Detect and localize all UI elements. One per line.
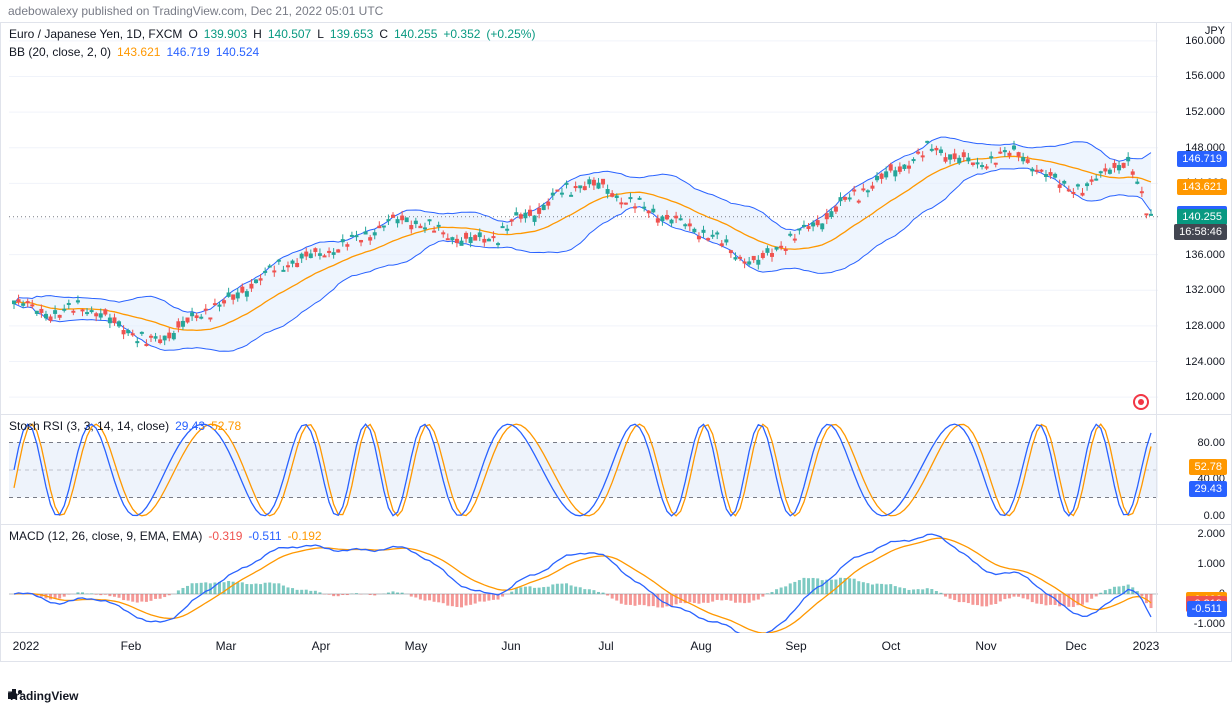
macd-legend: MACD (12, 26, close, 9, EMA, EMA) -0.319…	[9, 529, 322, 543]
y-tick-label: 136.000	[1185, 249, 1225, 261]
price-tag: 143.621	[1177, 179, 1227, 195]
stoch-legend: Stoch RSI (3, 3, 14, 14, close) 29.43 52…	[9, 419, 241, 433]
ohlc-c-label: C	[379, 27, 388, 41]
y-tick-label: 2.000	[1197, 528, 1225, 540]
stoch-d: 52.78	[211, 419, 241, 433]
y-tick-label: 1.000	[1197, 558, 1225, 570]
ohlc-l: 139.653	[330, 27, 373, 41]
price-tag: -0.511	[1187, 601, 1227, 617]
record-indicator-icon	[1133, 394, 1149, 410]
x-tick-label: Nov	[975, 639, 996, 653]
y-tick-label: 0.00	[1204, 510, 1225, 522]
y-tick-label: 152.000	[1185, 106, 1225, 118]
bb-lower: 140.524	[216, 45, 259, 59]
x-tick-label: Jul	[598, 639, 613, 653]
tradingview-logo-icon	[8, 689, 22, 703]
main-legend: Euro / Japanese Yen, 1D, FXCM O 139.903 …	[9, 27, 535, 41]
main-y-axis[interactable]: JPY 160.000156.000152.000148.000144.0001…	[1156, 23, 1231, 414]
x-tick-label: Aug	[690, 639, 711, 653]
stoch-k: 29.43	[175, 419, 205, 433]
y-tick-label: 132.000	[1185, 284, 1225, 296]
main-price-panel[interactable]: Euro / Japanese Yen, 1D, FXCM O 139.903 …	[1, 23, 1231, 415]
y-tick-label: -1.000	[1194, 618, 1225, 630]
y-tick-label: 128.000	[1185, 320, 1225, 332]
x-tick-label: Sep	[785, 639, 806, 653]
ohlc-l-label: L	[317, 27, 324, 41]
macd-val: -0.319	[208, 529, 242, 543]
x-tick-label: Oct	[882, 639, 901, 653]
ohlc-change: +0.352	[443, 27, 480, 41]
bb-label: BB (20, close, 2, 0)	[9, 45, 111, 59]
stoch-y-axis[interactable]: 80.0040.000.00 52.7829.43	[1156, 415, 1231, 524]
y-tick-label: 124.000	[1185, 356, 1225, 368]
bb-legend: BB (20, close, 2, 0) 143.621 146.719 140…	[9, 45, 259, 59]
price-tag: 52.78	[1189, 459, 1227, 475]
price-tag: 140.255	[1177, 209, 1227, 225]
x-tick-label: Dec	[1065, 639, 1086, 653]
x-tick-label: 2023	[1133, 639, 1160, 653]
macd-label: MACD (12, 26, close, 9, EMA, EMA)	[9, 529, 202, 543]
x-tick-label: Jun	[501, 639, 520, 653]
attribution-text: adebowalexy published on TradingView.com…	[8, 4, 383, 18]
macd-hist-val: -0.192	[288, 529, 322, 543]
price-tag: 146.719	[1177, 151, 1227, 167]
x-tick-label: Mar	[216, 639, 237, 653]
price-tag: 29.43	[1189, 481, 1227, 497]
y-tick-label: 160.000	[1185, 35, 1225, 47]
attribution-header: adebowalexy published on TradingView.com…	[0, 0, 1232, 22]
ohlc-change-pct: (+0.25%)	[486, 27, 535, 41]
chart-container: Euro / Japanese Yen, 1D, FXCM O 139.903 …	[0, 22, 1232, 662]
x-tick-label: Feb	[121, 639, 142, 653]
macd-y-axis[interactable]: 2.0001.0000-1.000 -0.192-0.319-0.511	[1156, 525, 1231, 632]
y-tick-label: 80.00	[1197, 437, 1225, 449]
macd-panel[interactable]: MACD (12, 26, close, 9, EMA, EMA) -0.319…	[1, 525, 1231, 633]
ohlc-h-label: H	[253, 27, 262, 41]
macd-signal-val: -0.511	[248, 529, 281, 543]
ohlc-c: 140.255	[394, 27, 437, 41]
y-tick-label: 156.000	[1185, 70, 1225, 82]
main-chart-svg	[9, 23, 1158, 415]
x-tick-label: Apr	[312, 639, 331, 653]
bb-mid: 143.621	[117, 45, 160, 59]
symbol-label: Euro / Japanese Yen, 1D, FXCM	[9, 27, 182, 41]
y-tick-label: 120.000	[1185, 391, 1225, 403]
x-tick-label: 2022	[13, 639, 40, 653]
bb-upper: 146.719	[166, 45, 209, 59]
ohlc-o-label: O	[188, 27, 197, 41]
footer-branding: TradingView	[8, 689, 78, 703]
stoch-label: Stoch RSI (3, 3, 14, 14, close)	[9, 419, 169, 433]
main-plot-area[interactable]	[9, 23, 1156, 414]
ohlc-h: 140.507	[268, 27, 311, 41]
x-tick-label: May	[405, 639, 428, 653]
time-x-axis[interactable]: 2022 Feb Mar Apr May Jun Jul Aug Sep Oct Nov Dec 202…	[1, 633, 1231, 661]
price-tag: 16:58:46	[1174, 224, 1227, 240]
stoch-panel[interactable]: Stoch RSI (3, 3, 14, 14, close) 29.43 52…	[1, 415, 1231, 525]
ohlc-o: 139.903	[204, 27, 247, 41]
